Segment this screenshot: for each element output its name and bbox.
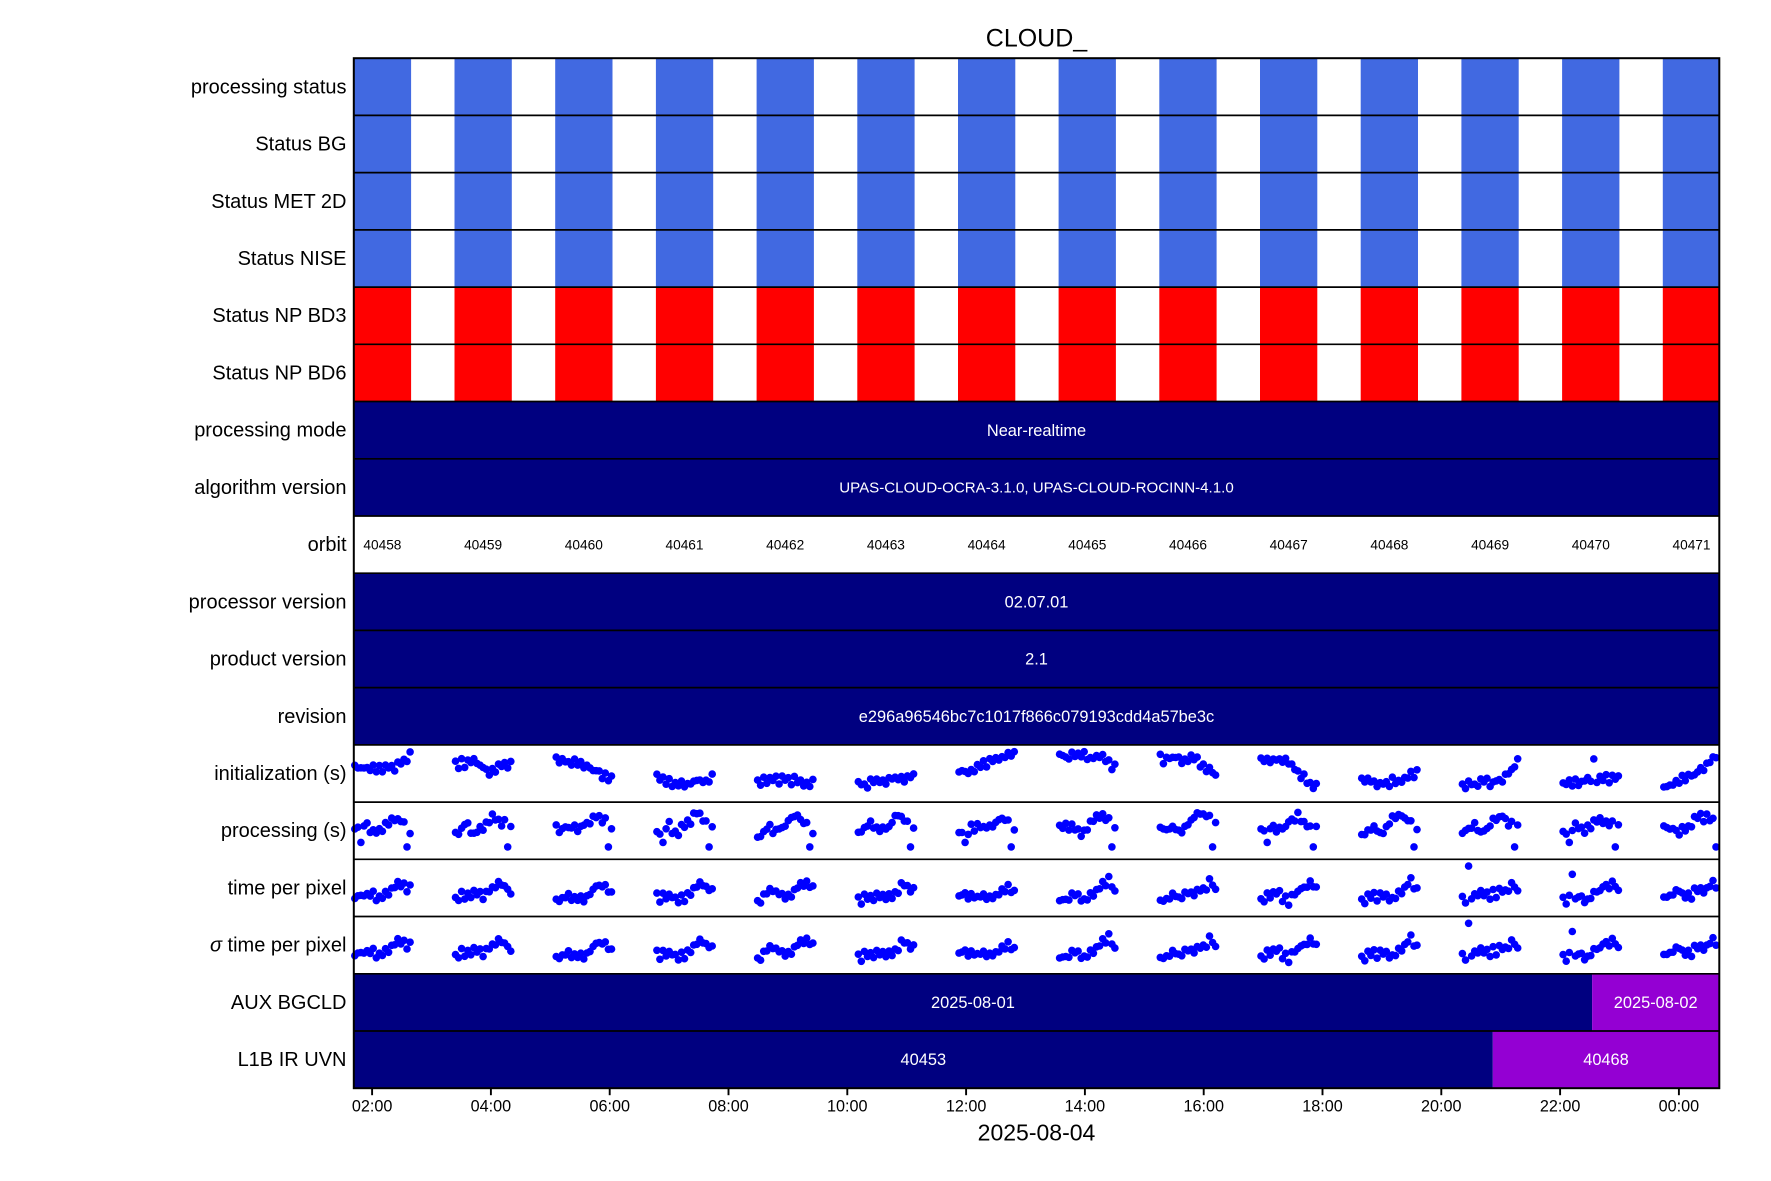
svg-text:revision: revision [278, 706, 347, 728]
svg-text:10:00: 10:00 [827, 1098, 868, 1116]
svg-text:processing (s): processing (s) [221, 820, 347, 842]
svg-text:2025-08-02: 2025-08-02 [1614, 994, 1698, 1012]
svg-text:Near-realtime: Near-realtime [987, 422, 1086, 440]
svg-text:processor version: processor version [189, 591, 347, 613]
svg-text:processing mode: processing mode [194, 420, 346, 442]
svg-text:2025-08-04: 2025-08-04 [978, 1120, 1096, 1146]
svg-text:14:00: 14:00 [1065, 1098, 1106, 1116]
svg-text:02.07.01: 02.07.01 [1005, 594, 1069, 612]
svg-text:40453: 40453 [901, 1051, 947, 1069]
svg-text:16:00: 16:00 [1183, 1098, 1224, 1116]
svg-text:40459: 40459 [464, 537, 502, 552]
svg-text:σ time per pixel: σ time per pixel [210, 935, 347, 957]
svg-text:40458: 40458 [363, 537, 401, 552]
svg-text:40463: 40463 [867, 537, 905, 552]
svg-text:40465: 40465 [1068, 537, 1106, 552]
svg-text:processing status: processing status [191, 76, 347, 98]
svg-text:Status MET 2D: Status MET 2D [211, 191, 346, 213]
svg-text:e296a96546bc7c1017f866c079193c: e296a96546bc7c1017f866c079193cdd4a57be3c [859, 708, 1214, 726]
svg-text:2.1: 2.1 [1025, 651, 1048, 669]
svg-text:40467: 40467 [1270, 537, 1308, 552]
svg-text:initialization (s): initialization (s) [214, 763, 346, 785]
svg-text:22:00: 22:00 [1540, 1098, 1581, 1116]
svg-text:40464: 40464 [968, 537, 1006, 552]
svg-text:2025-08-01: 2025-08-01 [931, 994, 1015, 1012]
svg-text:40466: 40466 [1169, 537, 1207, 552]
svg-text:L1B IR UVN: L1B IR UVN [238, 1049, 347, 1071]
svg-text:40462: 40462 [766, 537, 804, 552]
svg-text:40469: 40469 [1471, 537, 1509, 552]
svg-text:orbit: orbit [308, 534, 347, 556]
svg-text:20:00: 20:00 [1421, 1098, 1462, 1116]
svg-text:algorithm version: algorithm version [194, 477, 346, 499]
svg-text:04:00: 04:00 [471, 1098, 512, 1116]
svg-text:time per pixel: time per pixel [228, 877, 347, 899]
svg-text:Status NP BD3: Status NP BD3 [212, 305, 346, 327]
svg-text:product version: product version [210, 649, 347, 671]
svg-text:Status BG: Status BG [255, 134, 346, 156]
svg-text:UPAS-CLOUD-OCRA-3.1.0, UPAS-CL: UPAS-CLOUD-OCRA-3.1.0, UPAS-CLOUD-ROCINN… [839, 480, 1233, 497]
svg-text:40471: 40471 [1672, 537, 1710, 552]
svg-text:Status NP BD6: Status NP BD6 [212, 362, 346, 384]
svg-text:Status NISE: Status NISE [238, 248, 347, 270]
svg-text:40460: 40460 [565, 537, 603, 552]
svg-text:18:00: 18:00 [1302, 1098, 1343, 1116]
svg-text:AUX BGCLD: AUX BGCLD [231, 992, 347, 1014]
svg-text:CLOUD_: CLOUD_ [986, 25, 1089, 53]
svg-text:40468: 40468 [1370, 537, 1408, 552]
svg-text:40468: 40468 [1583, 1051, 1629, 1069]
svg-text:40461: 40461 [665, 537, 703, 552]
svg-text:08:00: 08:00 [708, 1098, 749, 1116]
svg-text:12:00: 12:00 [946, 1098, 987, 1116]
svg-text:40470: 40470 [1572, 537, 1610, 552]
svg-text:06:00: 06:00 [589, 1098, 630, 1116]
svg-text:00:00: 00:00 [1659, 1098, 1700, 1116]
svg-text:02:00: 02:00 [352, 1098, 393, 1116]
